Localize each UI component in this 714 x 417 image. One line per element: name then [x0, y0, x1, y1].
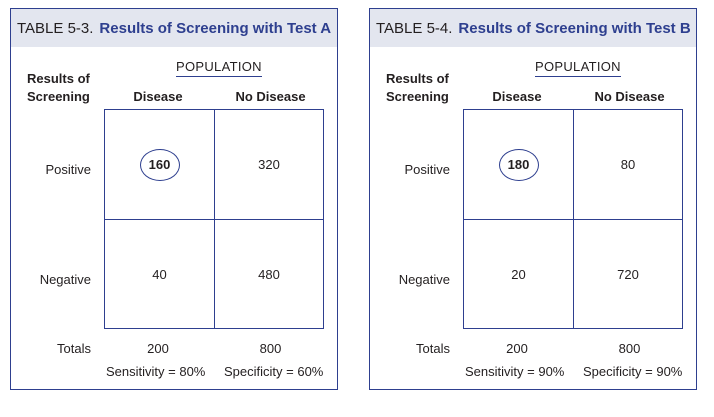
cell-positive-disease: 160 — [105, 110, 215, 220]
contingency-grid: 180 80 20 720 — [463, 109, 683, 329]
total-no-disease: 800 — [259, 341, 282, 356]
row-label-totals: Totals — [57, 341, 91, 356]
cell-negative-no-disease: 720 — [617, 266, 639, 282]
population-label: POPULATION — [535, 59, 621, 77]
table-header: TABLE 5-4. Results of Screening with Tes… — [370, 9, 696, 47]
row-label-positive: Positive — [404, 162, 450, 177]
table-title: Results of Screening with Test B — [458, 19, 691, 37]
column-header-disease: Disease — [133, 89, 183, 104]
specificity-value: Specificity = 90% — [583, 364, 683, 379]
circled-value: 180 — [498, 148, 539, 181]
cell-positive-no-disease: 320 — [214, 110, 324, 220]
cell-positive-disease: 180 — [464, 110, 574, 220]
table-label: TABLE 5-4. — [376, 19, 453, 37]
specificity-value: Specificity = 60% — [224, 364, 324, 379]
cell-negative-no-disease: 480 — [258, 266, 280, 282]
results-label-line2: Screening — [27, 89, 90, 104]
table-label: TABLE 5-3. — [17, 19, 94, 37]
column-header-no-disease: No Disease — [235, 89, 306, 104]
row-label-negative: Negative — [39, 272, 91, 287]
table-panel-test-b: TABLE 5-4. Results of Screening with Tes… — [369, 8, 697, 390]
table-panel-test-a: TABLE 5-3. Results of Screening with Tes… — [10, 8, 338, 390]
total-no-disease: 800 — [618, 341, 641, 356]
table-header: TABLE 5-3. Results of Screening with Tes… — [11, 9, 337, 47]
row-label-totals: Totals — [416, 341, 450, 356]
results-label-line1: Results of — [386, 71, 449, 86]
contingency-grid: 160 320 40 480 — [104, 109, 324, 329]
total-disease: 200 — [506, 341, 528, 356]
sensitivity-value: Sensitivity = 80% — [106, 364, 206, 379]
column-header-disease: Disease — [492, 89, 542, 104]
cell-positive-no-disease: 80 — [573, 110, 683, 220]
results-label-line1: Results of — [27, 71, 90, 86]
population-label: POPULATION — [176, 59, 262, 77]
results-of-screening-label: Results of Screening — [386, 70, 449, 106]
cell-negative-disease: 40 — [105, 219, 215, 329]
sensitivity-value: Sensitivity = 90% — [465, 364, 565, 379]
row-label-positive: Positive — [45, 162, 91, 177]
cell-negative-disease: 20 — [464, 219, 574, 329]
table-title: Results of Screening with Test A — [99, 19, 332, 37]
circled-value: 160 — [139, 148, 180, 181]
results-of-screening-label: Results of Screening — [27, 70, 90, 106]
row-label-negative: Negative — [398, 272, 450, 287]
total-disease: 200 — [147, 341, 169, 356]
results-label-line2: Screening — [386, 89, 449, 104]
column-header-no-disease: No Disease — [594, 89, 665, 104]
